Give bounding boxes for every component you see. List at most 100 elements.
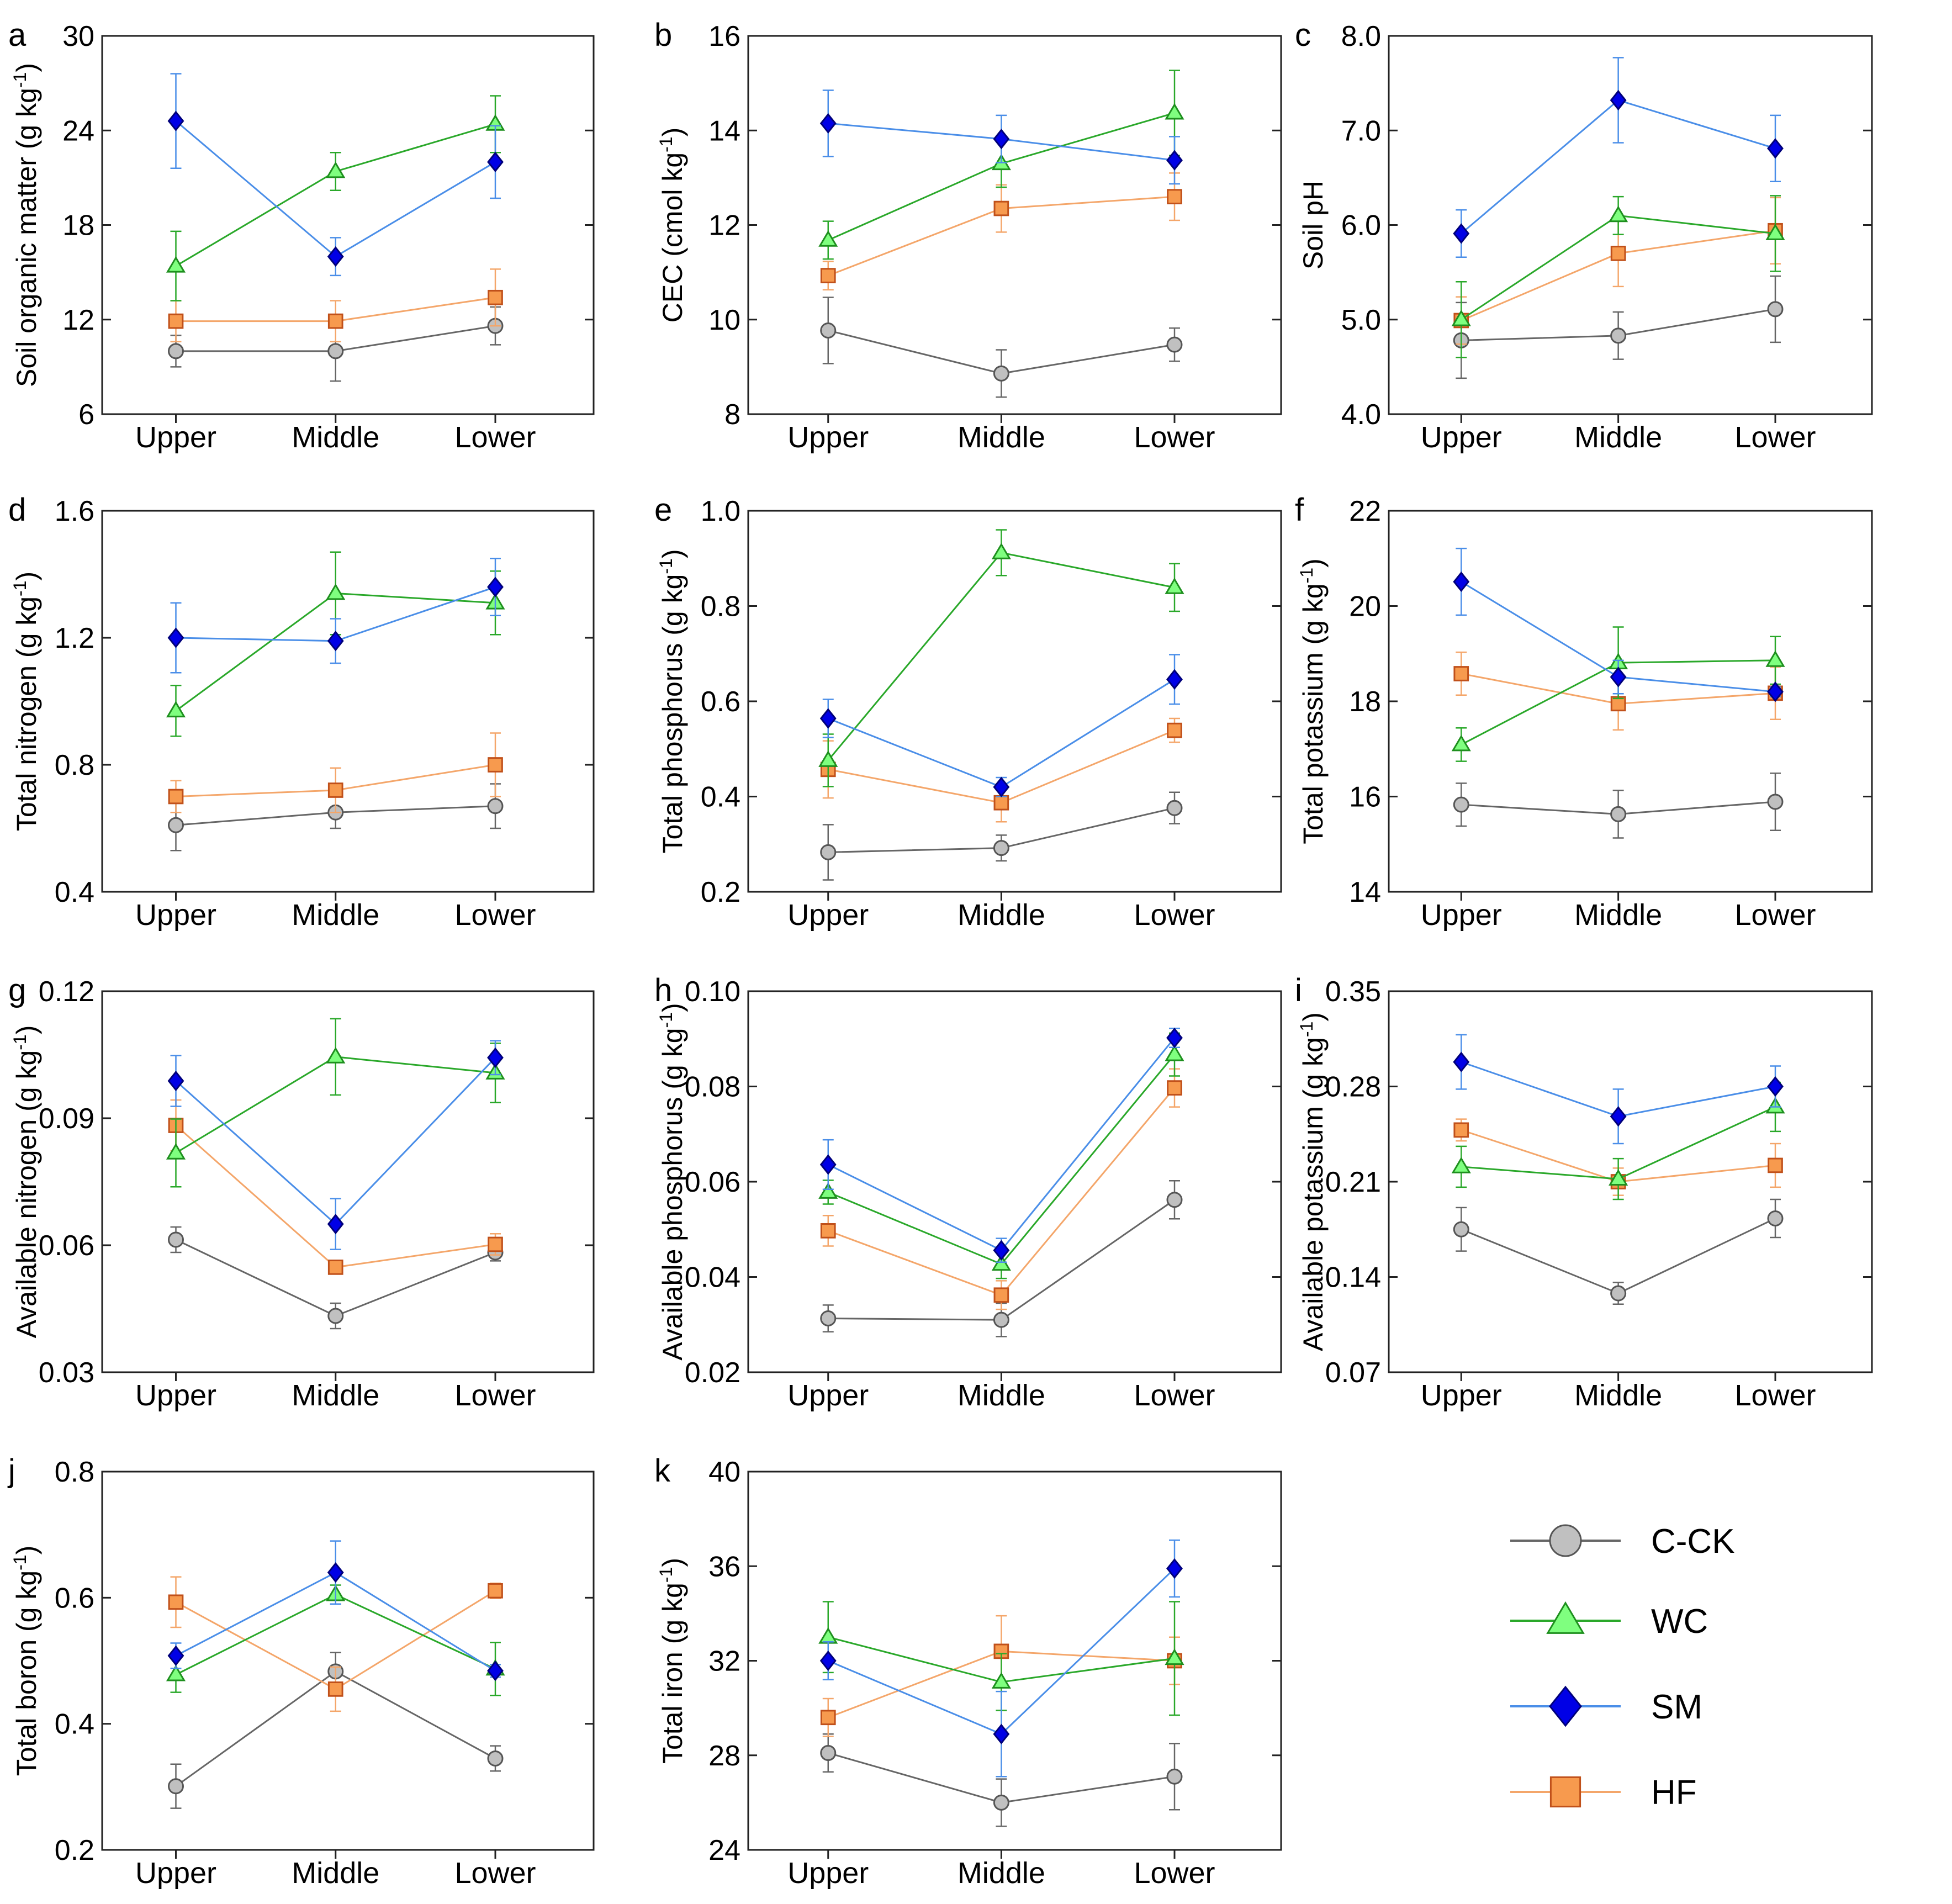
- data-point: [166, 701, 186, 718]
- data-point: [487, 1750, 504, 1767]
- data-point: [168, 1594, 184, 1610]
- y-tick-label: 0.04: [685, 1262, 740, 1294]
- y-tick-label: 0.8: [701, 591, 740, 623]
- panel-letter: b: [654, 17, 672, 53]
- y-tick-label: 0.03: [39, 1357, 94, 1389]
- series-SM: [167, 1540, 504, 1681]
- data-point: [326, 583, 346, 600]
- data-point: [166, 1664, 186, 1681]
- data-point: [327, 1681, 343, 1697]
- data-point: [1167, 722, 1182, 738]
- x-tick-label: Middle: [958, 898, 1045, 932]
- y-tick-label: 18: [1349, 686, 1381, 718]
- series-WC: [1451, 195, 1785, 358]
- data-point: [993, 129, 1010, 150]
- x-tick-label: Upper: [787, 1857, 869, 1890]
- panel-i: i 0.07 0.14 0.21 0.28 0.35 Upper Middle Lower Ava…: [1295, 972, 1873, 1412]
- data-point: [820, 322, 837, 339]
- data-point: [168, 817, 184, 833]
- x-tick-label: Lower: [1134, 898, 1215, 932]
- legend-label: WC: [1651, 1602, 1708, 1641]
- data-point: [818, 230, 838, 247]
- data-point: [819, 708, 837, 729]
- data-point: [1453, 223, 1470, 244]
- data-point: [166, 1143, 186, 1160]
- panel-k: k 24 28 32 36 40 Upper Middle Lower Total iron (g…: [654, 1453, 1282, 1890]
- data-point: [327, 1260, 343, 1275]
- y-tick-label: 0.35: [1325, 976, 1381, 1008]
- series-CCK: [820, 1733, 1183, 1827]
- panel-b: b 8 10 12 14 16 Upper Middle Lower CEC (cmol kg-1…: [654, 17, 1282, 454]
- y-tick-label: 10: [708, 304, 740, 336]
- y-tick-label: 1.0: [701, 495, 740, 527]
- x-tick-label: Lower: [454, 1857, 536, 1890]
- y-tick-label: 0.07: [1325, 1357, 1381, 1389]
- y-tick-label: 12: [62, 304, 94, 336]
- data-point: [1610, 89, 1627, 111]
- x-tick-label: Middle: [292, 1379, 379, 1412]
- x-tick-label: Lower: [1734, 421, 1816, 454]
- y-tick-label: 22: [1349, 495, 1381, 527]
- x-tick-label: Middle: [292, 898, 379, 932]
- legend-item-WC: WC: [1510, 1601, 1708, 1641]
- data-point: [168, 789, 184, 805]
- data-point: [1767, 138, 1784, 159]
- data-point: [1767, 1076, 1784, 1097]
- data-point: [166, 256, 186, 273]
- y-axis-label: Total boron (g kg-1): [10, 1546, 42, 1776]
- series-HF: [168, 268, 503, 342]
- plot-frame: [101, 1471, 595, 1851]
- data-point: [168, 313, 184, 329]
- data-point: [819, 113, 837, 134]
- data-point: [1165, 577, 1184, 594]
- y-tick-label: 0.6: [701, 686, 740, 718]
- legend-item-HF: HF: [1510, 1774, 1697, 1812]
- panel-letter: c: [1295, 17, 1311, 53]
- y-tick-label: 30: [62, 20, 94, 52]
- panel-letter: h: [654, 972, 672, 1008]
- data-point: [991, 1672, 1011, 1689]
- data-point: [1166, 1027, 1183, 1049]
- y-tick-label: 14: [708, 115, 740, 147]
- x-tick-label: Upper: [135, 1857, 216, 1890]
- x-tick-label: Upper: [787, 898, 869, 932]
- data-point: [488, 1236, 503, 1252]
- data-point: [820, 1223, 836, 1239]
- x-tick-label: Lower: [454, 421, 536, 454]
- x-tick-label: Lower: [1134, 1379, 1215, 1412]
- data-point: [1610, 246, 1626, 261]
- data-point: [993, 1287, 1009, 1303]
- y-tick-label: 7.0: [1341, 115, 1381, 147]
- data-point: [326, 1046, 346, 1064]
- panel-g: g 0.03 0.06 0.09 0.12 Upper Middle Lower Availab…: [8, 972, 595, 1412]
- data-point: [487, 1660, 504, 1681]
- data-point: [1453, 796, 1469, 813]
- series-line: [828, 1054, 1176, 1266]
- series-WC: [1451, 1081, 1785, 1200]
- series-SM: [1453, 57, 1784, 258]
- legend-marker: [1549, 1776, 1581, 1808]
- data-point: [1609, 205, 1628, 223]
- legend-label: SM: [1651, 1688, 1702, 1726]
- data-point: [487, 1047, 504, 1069]
- panel-e: e 0.2 0.4 0.6 0.8 1.0 Upper Middle Lower Total ph…: [654, 492, 1282, 932]
- series-HF: [820, 172, 1182, 291]
- series-SM: [167, 558, 504, 674]
- data-point: [167, 1645, 184, 1667]
- data-point: [1166, 669, 1183, 690]
- data-point: [820, 1744, 837, 1761]
- series-WC: [818, 1032, 1184, 1279]
- series-WC: [818, 1601, 1184, 1716]
- y-tick-label: 20: [1349, 591, 1381, 623]
- x-tick-label: Upper: [135, 898, 216, 932]
- y-tick-label: 8: [724, 399, 740, 431]
- series-SM: [167, 1040, 504, 1250]
- y-tick-label: 0.02: [685, 1357, 740, 1389]
- y-tick-label: 14: [1349, 876, 1381, 908]
- data-point: [167, 627, 184, 648]
- data-point: [819, 1154, 837, 1175]
- y-tick-label: 12: [708, 210, 740, 242]
- y-tick-label: 32: [708, 1646, 740, 1678]
- y-axis-label: Total iron (g kg-1): [656, 1558, 688, 1764]
- series-SM: [819, 1027, 1183, 1263]
